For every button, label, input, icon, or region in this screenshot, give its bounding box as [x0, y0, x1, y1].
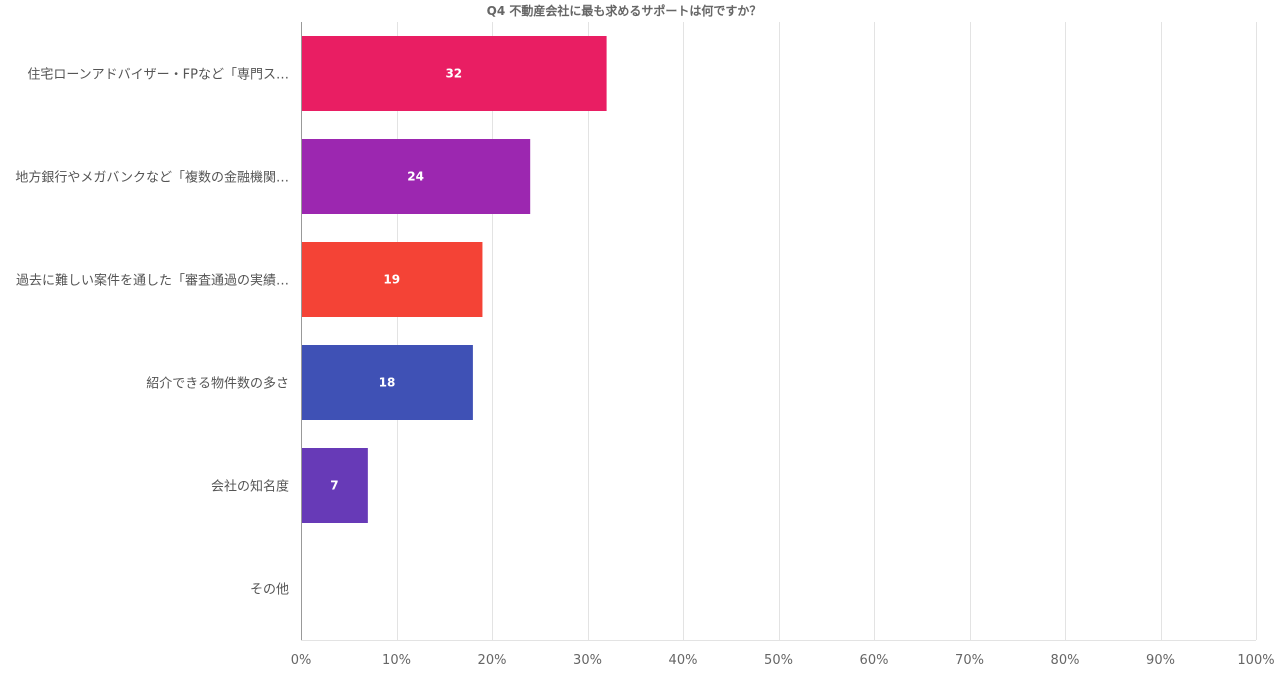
bars [302, 36, 607, 523]
category-label: 過去に難しい案件を通した「審査通過の実績… [16, 273, 289, 289]
bar [302, 139, 531, 214]
x-tick-label: 0% [291, 653, 312, 668]
x-axis-tick-labels: 0% 10% 20% 30% 40% 50% 60% 70% 80% 90% 100% [291, 653, 1275, 668]
x-tick-label: 70% [955, 653, 984, 668]
category-label: 紹介できる物件数の多さ [146, 376, 289, 392]
value-labels: 32 24 19 18 7 [330, 67, 462, 493]
chart-title: Q4 不動産会社に最も求めるサポートは何ですか？ [487, 3, 762, 18]
category-label: 地方銀行やメガバンクなど「複数の金融機関… [15, 170, 289, 186]
category-label: 会社の知名度 [211, 479, 289, 495]
x-tick-label: 50% [764, 653, 793, 668]
x-tick-label: 20% [478, 653, 507, 668]
bar-value-label: 24 [407, 170, 424, 184]
x-tick-label: 80% [1051, 653, 1080, 668]
bar-value-label: 19 [383, 273, 400, 287]
x-tick-label: 30% [573, 653, 602, 668]
grid [301, 22, 1257, 641]
bar [302, 242, 483, 317]
bar [302, 448, 368, 523]
x-tick-label: 100% [1237, 653, 1274, 668]
x-tick-label: 90% [1146, 653, 1175, 668]
x-tick-label: 10% [382, 653, 411, 668]
category-labels: 住宅ローンアドバイザー・FPなど「専門ス… 地方銀行やメガバンクなど「複数の金融機… [15, 68, 289, 598]
x-tick-label: 40% [669, 653, 698, 668]
bar-value-label: 18 [379, 376, 396, 390]
bar-value-label: 7 [330, 479, 338, 493]
bar-value-label: 32 [445, 67, 462, 81]
category-label: 住宅ローンアドバイザー・FPなど「専門ス… [27, 68, 289, 83]
bar [302, 345, 473, 420]
bar [302, 36, 607, 111]
x-tick-label: 60% [860, 653, 889, 668]
category-label: その他 [250, 583, 289, 598]
